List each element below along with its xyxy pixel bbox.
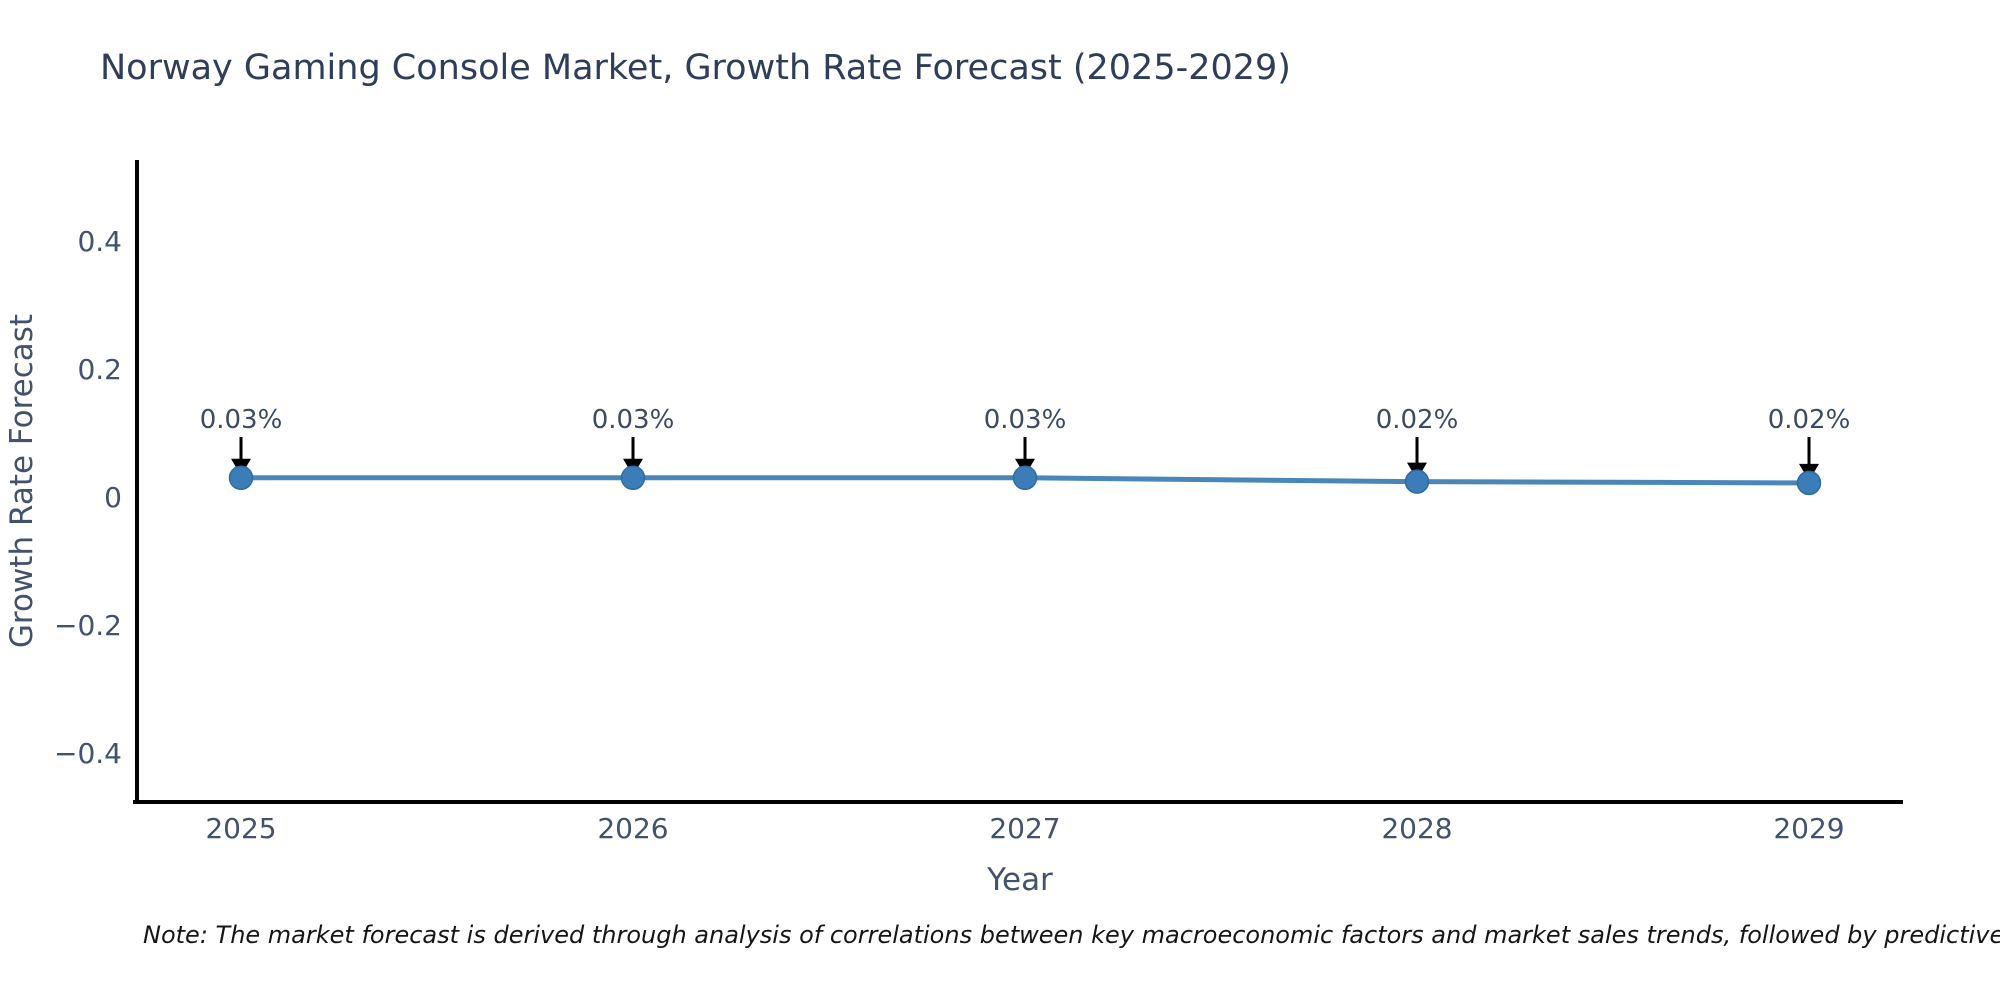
chart-title: Norway Gaming Console Market, Growth Rat… <box>100 48 1291 88</box>
data-point-marker <box>620 465 646 491</box>
x-tick-label: 2026 <box>597 812 668 845</box>
y-tick-label: 0.4 <box>77 225 122 258</box>
data-point-label: 0.03% <box>200 405 283 435</box>
x-tick-label: 2029 <box>1773 812 1844 845</box>
y-tick-label: 0.2 <box>77 353 122 386</box>
y-tick-label: −0.4 <box>54 737 122 770</box>
y-tick-label: 0 <box>104 481 122 514</box>
data-point-marker <box>1796 470 1822 496</box>
x-axis-title: Year <box>986 862 1053 898</box>
data-point-marker <box>1012 465 1038 491</box>
y-tick-label: −0.2 <box>54 609 122 642</box>
data-point-label: 0.02% <box>1376 405 1459 435</box>
data-point-marker <box>228 465 254 491</box>
y-axis-title: Growth Rate Forecast <box>4 314 40 648</box>
data-point-label: 0.03% <box>592 405 675 435</box>
x-tick-label: 2028 <box>1381 812 1452 845</box>
x-tick-label: 2027 <box>989 812 1060 845</box>
data-point-marker <box>1404 469 1430 494</box>
data-point-label: 0.02% <box>1768 405 1851 435</box>
x-tick-label: 2025 <box>205 812 276 845</box>
footnote: Note: The market forecast is derived thr… <box>143 921 2000 949</box>
data-point-label: 0.03% <box>984 405 1067 435</box>
